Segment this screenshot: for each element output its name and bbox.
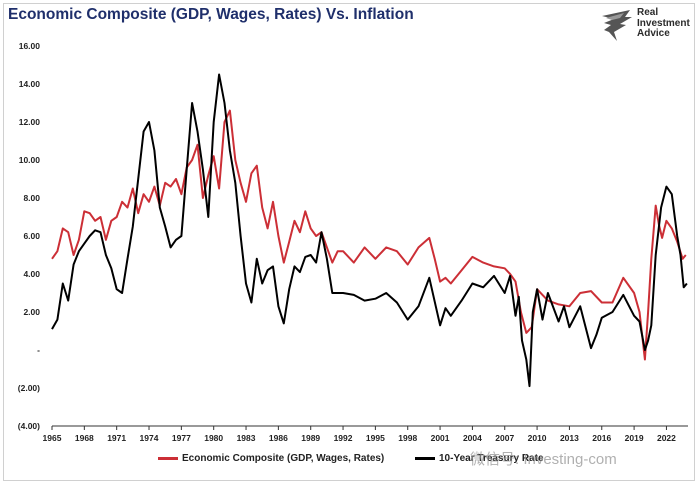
y-tick-label: 14.00 [19, 79, 41, 89]
y-axis-ticks: (4.00) (2.00) - 2.00 4.00 6.00 8.00 10.00 12.00 1… [18, 41, 40, 431]
x-tick-label: 1989 [301, 433, 320, 443]
logo-line-2: Investment [637, 17, 690, 29]
legend-swatch-treasury [415, 456, 435, 460]
logo: Real Investment Advice [600, 7, 690, 42]
logo-line-1: Real [637, 7, 659, 18]
y-tick-label: (4.00) [18, 421, 40, 431]
x-tick-label: 2013 [560, 433, 579, 443]
y-tick-label: 12.00 [19, 117, 41, 127]
legend-swatch-composite [158, 456, 178, 460]
y-tick-label: 2.00 [23, 307, 40, 317]
series-line-economic-composite [51, 109, 687, 361]
y-tick-label: 10.00 [19, 155, 41, 165]
x-tick-label: 1992 [334, 433, 353, 443]
x-tick-label: 2010 [528, 433, 547, 443]
eagle-logo-icon [602, 10, 632, 41]
x-tick-label: 1965 [43, 433, 62, 443]
y-tick-label: 6.00 [23, 231, 40, 241]
chart-title: Economic Composite (GDP, Wages, Rates) V… [8, 6, 414, 23]
watermark: 微信号: Investing-com [470, 451, 617, 468]
x-tick-label: 1968 [75, 433, 94, 443]
x-axis-ticks: 1965 1968 1971 1974 1977 1980 1983 1986 1989 1992… [43, 426, 676, 443]
x-tick-label: 1980 [204, 433, 223, 443]
x-tick-label: 2001 [431, 433, 450, 443]
legend-item-treasury: 10-Year Treasury Rate [415, 453, 544, 464]
y-tick-label: 4.00 [23, 269, 40, 279]
x-tick-label: 2022 [657, 433, 676, 443]
series-line-10-year-treasury [51, 73, 688, 388]
y-tick-label: - [37, 345, 40, 355]
y-tick-label: (2.00) [18, 383, 40, 393]
x-tick-label: 2004 [463, 433, 482, 443]
series-lines [51, 73, 688, 388]
logo-line-3: Advice [637, 28, 670, 39]
x-tick-label: 1977 [172, 433, 191, 443]
x-tick-label: 2019 [625, 433, 644, 443]
x-tick-label: 1971 [107, 433, 126, 443]
legend-label-treasury: 10-Year Treasury Rate [439, 453, 544, 464]
y-tick-label: 16.00 [19, 41, 41, 51]
legend-label-composite: Economic Composite (GDP, Wages, Rates) [182, 453, 385, 464]
x-tick-label: 1974 [140, 433, 159, 443]
x-tick-label: 1998 [398, 433, 417, 443]
logo-text: Real Investment Advice [637, 7, 690, 40]
x-tick-label: 1983 [237, 433, 256, 443]
x-tick-label: 2016 [592, 433, 611, 443]
x-tick-label: 1995 [366, 433, 385, 443]
y-tick-label: 8.00 [23, 193, 40, 203]
chart-frame [3, 3, 695, 481]
x-tick-label: 1986 [269, 433, 288, 443]
x-tick-label: 2007 [495, 433, 514, 443]
legend-item-composite: Economic Composite (GDP, Wages, Rates) [158, 453, 384, 464]
